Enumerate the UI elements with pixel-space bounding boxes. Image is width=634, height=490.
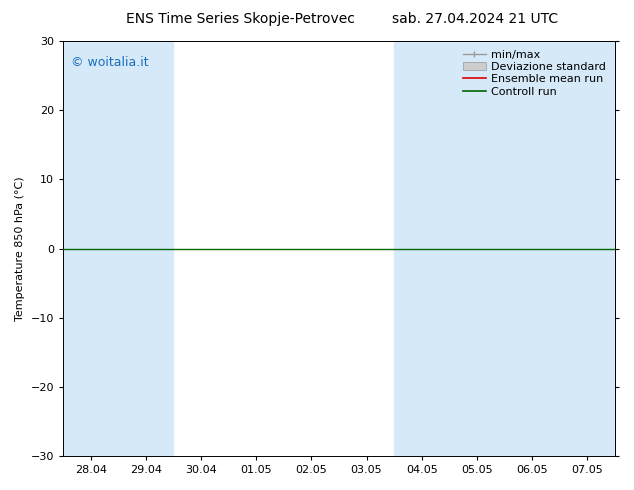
Text: © woitalia.it: © woitalia.it [72,55,149,69]
Bar [505,41,615,456]
Bar [394,41,505,456]
Bar [63,41,174,456]
Text: sab. 27.04.2024 21 UTC: sab. 27.04.2024 21 UTC [392,12,559,26]
Y-axis label: Temperature 850 hPa (°C): Temperature 850 hPa (°C) [15,176,25,321]
Legend: min/max, Deviazione standard, Ensemble mean run, Controll run: min/max, Deviazione standard, Ensemble m… [460,47,609,100]
Text: ENS Time Series Skopje-Petrovec: ENS Time Series Skopje-Petrovec [126,12,356,26]
